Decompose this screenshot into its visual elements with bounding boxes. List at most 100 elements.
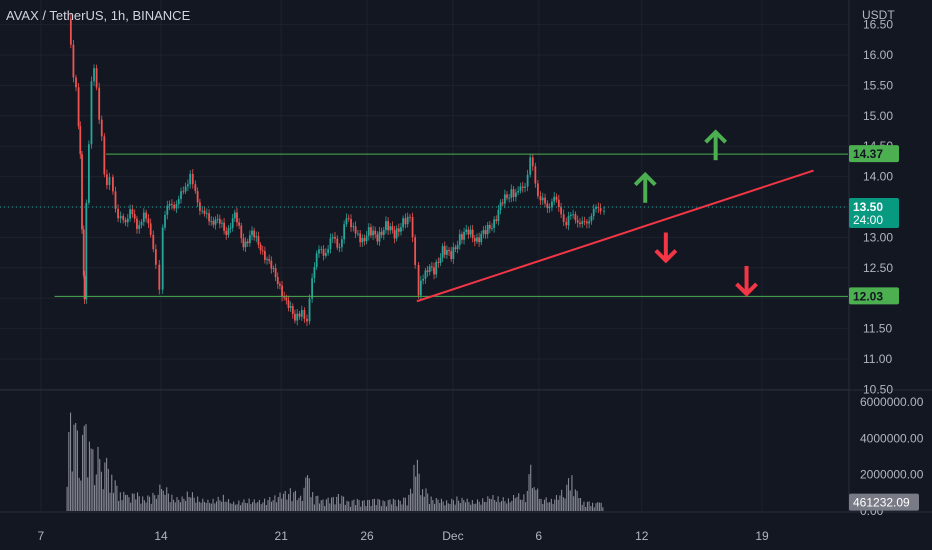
candle-body [461, 234, 463, 240]
candle-body [378, 231, 381, 242]
volume-bar [181, 496, 183, 511]
candle-body [592, 208, 595, 216]
volume-bar [578, 498, 580, 511]
volume-bar [145, 502, 147, 511]
time-tick-label: 14 [154, 529, 168, 543]
volume-bar [104, 462, 106, 511]
volume-bar [325, 499, 327, 511]
volume-bar [559, 495, 561, 511]
candle-body [585, 221, 588, 224]
candle-body [484, 230, 487, 235]
candle-body [380, 231, 383, 235]
candle-body [569, 214, 572, 216]
volume-bar [222, 494, 224, 511]
volume-bar [461, 497, 463, 511]
candle-body [327, 249, 330, 253]
candle-body [238, 222, 241, 226]
volume-bar [236, 504, 238, 511]
candle-body [158, 264, 161, 290]
time-axis: 7 14 21 26 Dec 6 12 19 [37, 529, 769, 543]
volume-bar [253, 499, 255, 511]
badge-countdown: 24:00 [853, 213, 883, 227]
volume-bar [269, 496, 271, 511]
volume-bar [346, 500, 348, 511]
candle-body [259, 244, 262, 251]
candle-body [161, 227, 164, 290]
candle-body [336, 238, 339, 248]
volume-bar [128, 497, 130, 511]
volume-bar [497, 496, 499, 511]
volume-bar [360, 506, 362, 511]
volume-bar [468, 501, 470, 511]
candle-body [218, 218, 221, 224]
volume-bar [423, 496, 425, 511]
candle-body [437, 261, 440, 263]
volume-bar [250, 504, 252, 511]
candle-body [517, 191, 520, 193]
candle-body [122, 215, 125, 220]
time-tick-label: 21 [275, 529, 289, 543]
candle-body [456, 245, 459, 249]
candle-body [400, 227, 402, 232]
candle-body [576, 220, 579, 223]
candle-body [168, 203, 171, 206]
volume-bar [73, 424, 75, 511]
volume-bar [66, 486, 68, 511]
candle-body [417, 264, 420, 296]
volume-bar [368, 499, 370, 511]
candle-body [521, 186, 524, 188]
volume-bar [329, 503, 331, 511]
candle-body [334, 236, 336, 239]
volume-bar [124, 494, 127, 511]
volume-bar [396, 506, 398, 511]
candle-body [95, 68, 98, 88]
volume-bar [300, 495, 302, 511]
volume-bar [394, 499, 396, 511]
candle-body [108, 177, 111, 186]
currency-label: USDT [862, 8, 895, 22]
volume-bar [511, 500, 513, 511]
volume-bar [176, 497, 178, 511]
volume-bar [564, 498, 566, 511]
volume-bar [121, 500, 123, 511]
candle-body [75, 77, 77, 88]
candle-body [376, 234, 379, 242]
candle-body [508, 197, 511, 199]
volume-bar [80, 480, 82, 511]
volume-bar [475, 503, 477, 511]
candle-body [374, 230, 377, 235]
volume-bar [351, 500, 353, 511]
volume-bar [119, 492, 121, 511]
candle-body [529, 157, 532, 175]
candle-body [223, 222, 226, 231]
arrow-head [654, 249, 678, 264]
volume-bar [387, 500, 389, 511]
volume-bar [291, 501, 293, 511]
volume-bar [557, 499, 559, 511]
candle-body [184, 186, 187, 192]
volume-bar [99, 459, 101, 511]
volume-tick-label: 2000000.00 [860, 468, 924, 482]
volume-bar [348, 501, 350, 511]
volume-bar [373, 498, 376, 511]
volume-bar [547, 502, 549, 511]
symbol-title[interactable]: AVAX / TetherUS, 1h, BINANCE [6, 8, 191, 23]
volume-bar [118, 500, 120, 511]
volume-bar [82, 434, 84, 511]
time-tick-label: 19 [755, 529, 769, 543]
candle-body [253, 230, 256, 238]
candle-body [560, 207, 562, 215]
volume-bar [135, 499, 137, 511]
candle-body [534, 166, 537, 184]
volume-series [66, 412, 604, 511]
volume-bar [549, 502, 551, 511]
volume-bar [437, 499, 439, 511]
candle-body [266, 259, 268, 260]
volume-bar [76, 430, 78, 511]
volume-bar [444, 505, 446, 511]
volume-bar [361, 500, 364, 511]
candle-body [236, 212, 238, 223]
volume-bar [123, 491, 125, 511]
